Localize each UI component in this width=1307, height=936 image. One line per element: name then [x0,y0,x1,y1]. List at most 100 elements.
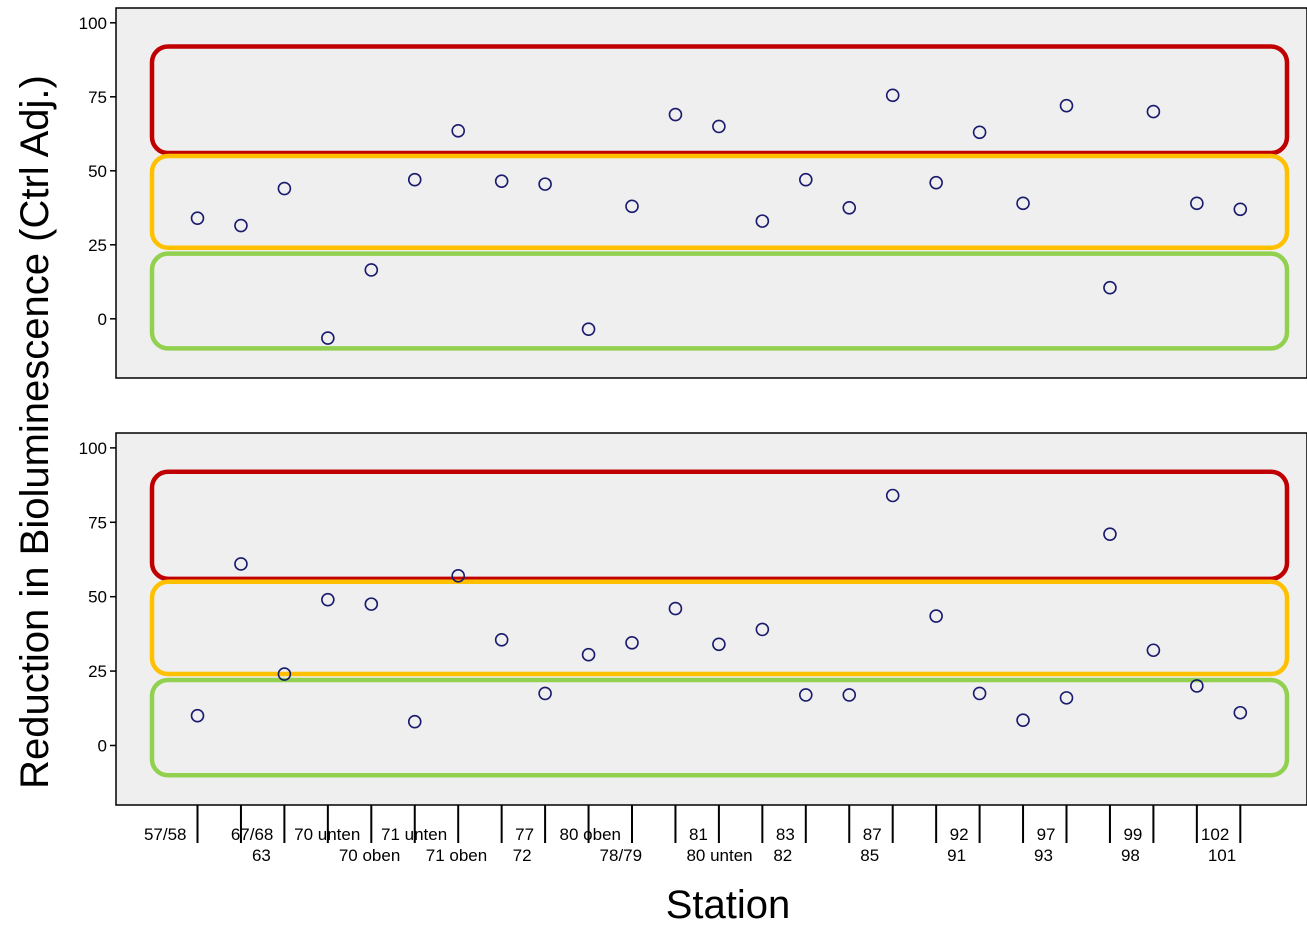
data-point [668,601,683,616]
data-point [885,488,900,503]
x-tick-label: 83 [776,825,795,844]
x-tick-label: 71 unten [381,825,447,844]
data-point [581,322,596,336]
x-tick-label: 78/79 [600,846,643,865]
band-red [149,469,1290,582]
data-point [364,597,379,611]
panels: 0 25 50 75 100 0 25 50 75 100 [79,7,1307,806]
x-tick-label: 93 [1034,846,1053,865]
data-point [277,667,292,681]
data-point [842,688,857,702]
x-tick-label: 72 [513,846,532,865]
data-point [190,708,205,723]
data-point [538,686,552,701]
x-tick-label: 70 oben [339,846,400,865]
y-tick-label: 75 [88,513,107,532]
data-point [1190,196,1204,211]
y-tick-label: 25 [88,236,107,255]
data-point [1233,705,1248,720]
y-tick-label: 100 [79,439,107,458]
data-point [755,622,770,637]
y-axis-title: Reduction in Bioluminescence (Ctrl Adj.) [13,75,57,789]
x-tick-label: 91 [947,846,966,865]
data-point [1059,691,1074,705]
x-tick-label: 67/68 [231,825,274,844]
x-axis-title: Station [666,883,791,927]
data-point [1103,280,1117,295]
data-point [494,174,509,188]
data-point [277,181,292,196]
data-point [190,211,205,225]
data-point [407,172,422,187]
data-point [972,686,987,701]
data-point [929,609,943,623]
y-tick-label: 75 [88,88,107,107]
plot-area [115,432,1307,806]
data-point [929,175,943,190]
data-point [321,331,335,345]
data-point [1016,713,1030,727]
x-tick-label: 98 [1121,846,1140,865]
x-tick-label: 97 [1037,825,1056,844]
y-tick-label: 25 [88,662,107,681]
panel-1: 0 25 50 75 100 [79,7,1307,379]
x-tick-label: 77 [515,825,534,844]
data-point [798,172,813,187]
x-tick-label: 82 [773,846,792,865]
band-green [149,677,1290,778]
y-tick-label: 0 [98,736,107,755]
data-point [1016,196,1030,211]
x-tick-label: 71 oben [426,846,487,865]
y-tick-label: 50 [88,162,107,181]
y-tick-label: 50 [88,588,107,607]
data-point [494,633,509,647]
x-axis: 57/58 63 67/68 70 oben 70 unten 71 oben 71 unt… [144,805,1242,865]
data-point [972,125,987,140]
band-orange [149,579,1290,677]
x-tick-label: 70 unten [294,825,360,844]
y-tick-label: 100 [79,14,107,33]
data-point [234,557,248,571]
x-tick-label: 81 [689,825,708,844]
data-point [1103,527,1117,541]
band-red [149,44,1290,156]
x-tick-label: 99 [1123,825,1142,844]
data-point [581,647,596,662]
data-point [538,177,552,191]
data-point [798,688,813,702]
data-point [668,107,683,122]
data-point [451,569,466,583]
x-tick-label: 57/58 [144,825,187,844]
plot-area [115,7,1307,379]
data-point [755,214,770,228]
x-tick-label: 80 unten [686,846,752,865]
data-point [364,263,379,277]
data-point [1146,104,1161,119]
data-point [1190,679,1204,693]
x-tick-label: 102 [1201,825,1229,844]
data-point [885,88,900,103]
band-green [149,251,1290,351]
x-tick-label: 92 [950,825,969,844]
panel-2: 0 25 50 75 100 [79,432,1307,806]
x-tick-label: 101 [1208,846,1236,865]
data-point [842,201,857,215]
x-tick-label: 63 [252,846,271,865]
x-tick-label: 87 [863,825,882,844]
data-point [1233,202,1248,217]
data-point [234,218,248,233]
data-point [451,124,466,138]
data-point [712,119,726,134]
data-point [625,199,639,214]
y-tick-label: 0 [98,310,107,329]
data-point [1059,98,1074,113]
data-point [625,636,639,650]
x-tick-label: 85 [860,846,879,865]
band-orange [149,153,1290,251]
data-point [712,637,726,652]
data-point [407,714,422,729]
data-point [1146,643,1161,658]
data-point [321,592,335,607]
x-tick-label: 80 oben [560,825,621,844]
